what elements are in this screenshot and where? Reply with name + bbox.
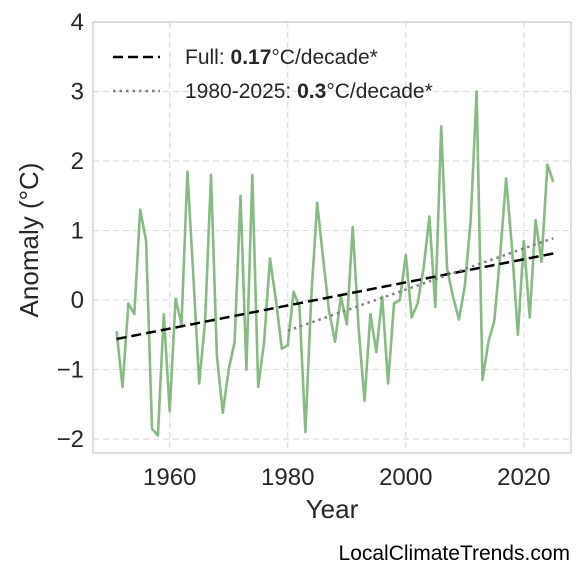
tick-labels: −2 −1 0 1 2 3 4 1960 1980 2000 2020 (57, 9, 551, 491)
plot-frame (92, 21, 572, 454)
legend-recent-rate: 0.3 (297, 80, 326, 103)
y-tick-label: −2 (57, 426, 84, 453)
legend-recent-prefix: 1980-2025: (185, 80, 297, 103)
y-tick-label: 3 (71, 79, 84, 106)
y-tick-label: 2 (71, 148, 84, 175)
x-tick-label: 2000 (379, 464, 432, 491)
legend-full-prefix: Full: (185, 46, 231, 69)
y-tick-label: 0 (71, 287, 84, 314)
legend-label-full: Full: 0.17°C/decade* (185, 46, 378, 69)
legend-recent-suffix: °C/decade* (326, 80, 432, 103)
recent-trend-line (287, 237, 554, 332)
y-tick-label: 4 (71, 9, 84, 36)
y-tick-label: −1 (57, 357, 84, 384)
y-axis-label: Anomaly (°C) (14, 163, 44, 318)
legend-full-suffix: °C/decade* (271, 46, 377, 69)
x-tick-label: 1960 (143, 464, 196, 491)
legend-label-recent: 1980-2025: 0.3°C/decade* (185, 80, 433, 103)
x-tick-label: 1980 (261, 464, 314, 491)
grid (93, 21, 571, 453)
axes (92, 21, 572, 454)
y-tick-label: 1 (71, 218, 84, 245)
x-tick-label: 2020 (497, 464, 550, 491)
anomaly-series-line (115, 90, 555, 437)
legend-full-rate: 0.17 (231, 46, 272, 69)
legend: Full: 0.17°C/decade* 1980-2025: 0.3°C/de… (113, 46, 433, 103)
series-layer (115, 90, 555, 437)
credit-text: LocalClimateTrends.com (338, 542, 570, 565)
x-axis-label: Year (306, 494, 359, 524)
